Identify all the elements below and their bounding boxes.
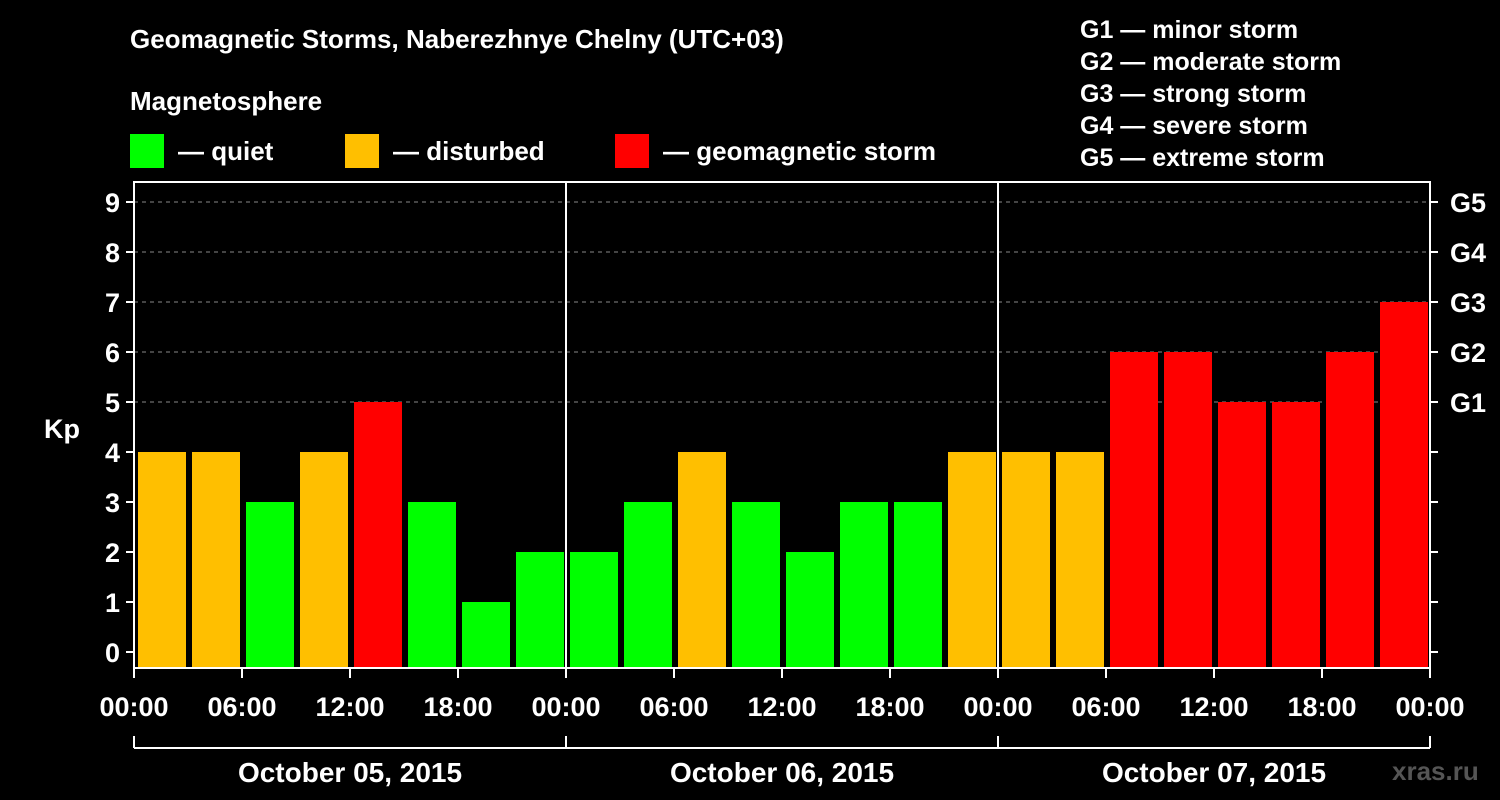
kp-bar <box>1272 402 1320 668</box>
y-tick-label: 0 <box>105 638 120 668</box>
kp-bar <box>1164 352 1212 668</box>
kp-bar <box>678 452 726 668</box>
g-scale-label: G4 <box>1450 238 1486 268</box>
y-tick-label: 3 <box>105 488 120 518</box>
x-tick-label: 06:00 <box>1071 692 1140 722</box>
kp-bar <box>300 452 348 668</box>
g-scale-label: G1 <box>1450 388 1486 418</box>
kp-bar <box>192 452 240 668</box>
legend-swatch-storm <box>615 134 649 168</box>
g-legend-g5: G5 — extreme storm <box>1080 144 1325 172</box>
legend-disturbed: — disturbed <box>345 134 545 168</box>
g-legend-g1: G1 — minor storm <box>1080 16 1299 44</box>
x-tick-label: 18:00 <box>1287 692 1356 722</box>
y-axis-label: Kp <box>44 414 80 444</box>
kp-bar <box>462 602 510 668</box>
legend-quiet: — quiet <box>130 134 273 168</box>
g-scale-legend: G1 — minor storm G2 — moderate storm G3 … <box>1080 14 1341 174</box>
kp-bar <box>1056 452 1104 668</box>
kp-bar <box>246 502 294 668</box>
x-tick-label: 12:00 <box>1179 692 1248 722</box>
x-tick-label: 00:00 <box>1395 692 1464 722</box>
y-tick-label: 6 <box>105 338 120 368</box>
kp-bar <box>624 502 672 668</box>
g-scale-label: G3 <box>1450 288 1486 318</box>
x-tick-label: 18:00 <box>855 692 924 722</box>
legend-swatch-disturbed <box>345 134 379 168</box>
y-tick-label: 7 <box>105 288 120 318</box>
chart-title: Geomagnetic Storms, Naberezhnye Chelny (… <box>130 24 784 54</box>
kp-bar <box>894 502 942 668</box>
kp-bar <box>138 452 186 668</box>
kp-bar <box>1380 302 1428 668</box>
g-legend-g3: G3 — strong storm <box>1080 80 1307 108</box>
x-tick-label: 06:00 <box>207 692 276 722</box>
kp-bar <box>840 502 888 668</box>
kp-bar <box>354 402 402 668</box>
x-tick-label: 18:00 <box>423 692 492 722</box>
kp-bar <box>732 502 780 668</box>
day-label: October 06, 2015 <box>670 757 894 788</box>
g-scale-label: G5 <box>1450 188 1486 218</box>
kp-bar <box>1218 402 1266 668</box>
legend-label-disturbed: — disturbed <box>393 135 545 166</box>
x-tick-label: 00:00 <box>99 692 168 722</box>
kp-bar <box>570 552 618 668</box>
y-tick-label: 5 <box>105 388 120 418</box>
legend-swatch-quiet <box>130 134 164 168</box>
g-legend-g4: G4 — severe storm <box>1080 112 1308 140</box>
y-tick-label: 9 <box>105 188 120 218</box>
y-tick-label: 1 <box>105 588 120 618</box>
x-tick-label: 12:00 <box>747 692 816 722</box>
x-tick-label: 06:00 <box>639 692 708 722</box>
kp-bar <box>408 502 456 668</box>
g-scale-label: G2 <box>1450 338 1486 368</box>
y-tick-label: 8 <box>105 238 120 268</box>
kp-bar <box>786 552 834 668</box>
x-tick-label: 12:00 <box>315 692 384 722</box>
x-tick-label: 00:00 <box>531 692 600 722</box>
day-label: October 05, 2015 <box>238 757 462 788</box>
x-tick-label: 00:00 <box>963 692 1032 722</box>
kp-bar <box>516 552 564 668</box>
legend-label-storm: — geomagnetic storm <box>663 135 937 166</box>
g-legend-g2: G2 — moderate storm <box>1080 48 1342 76</box>
chart-subtitle: Magnetosphere <box>130 86 323 116</box>
day-label: October 07, 2015 <box>1102 757 1326 788</box>
y-tick-label: 2 <box>105 538 120 568</box>
kp-bar <box>1110 352 1158 668</box>
legend-storm: — geomagnetic storm <box>615 134 936 168</box>
watermark: xras.ru <box>1392 756 1479 786</box>
kp-bar <box>948 452 996 668</box>
kp-bar <box>1002 452 1050 668</box>
y-tick-label: 4 <box>105 438 120 468</box>
legend-label-quiet: — quiet <box>178 135 274 166</box>
kp-bar <box>1326 352 1374 668</box>
